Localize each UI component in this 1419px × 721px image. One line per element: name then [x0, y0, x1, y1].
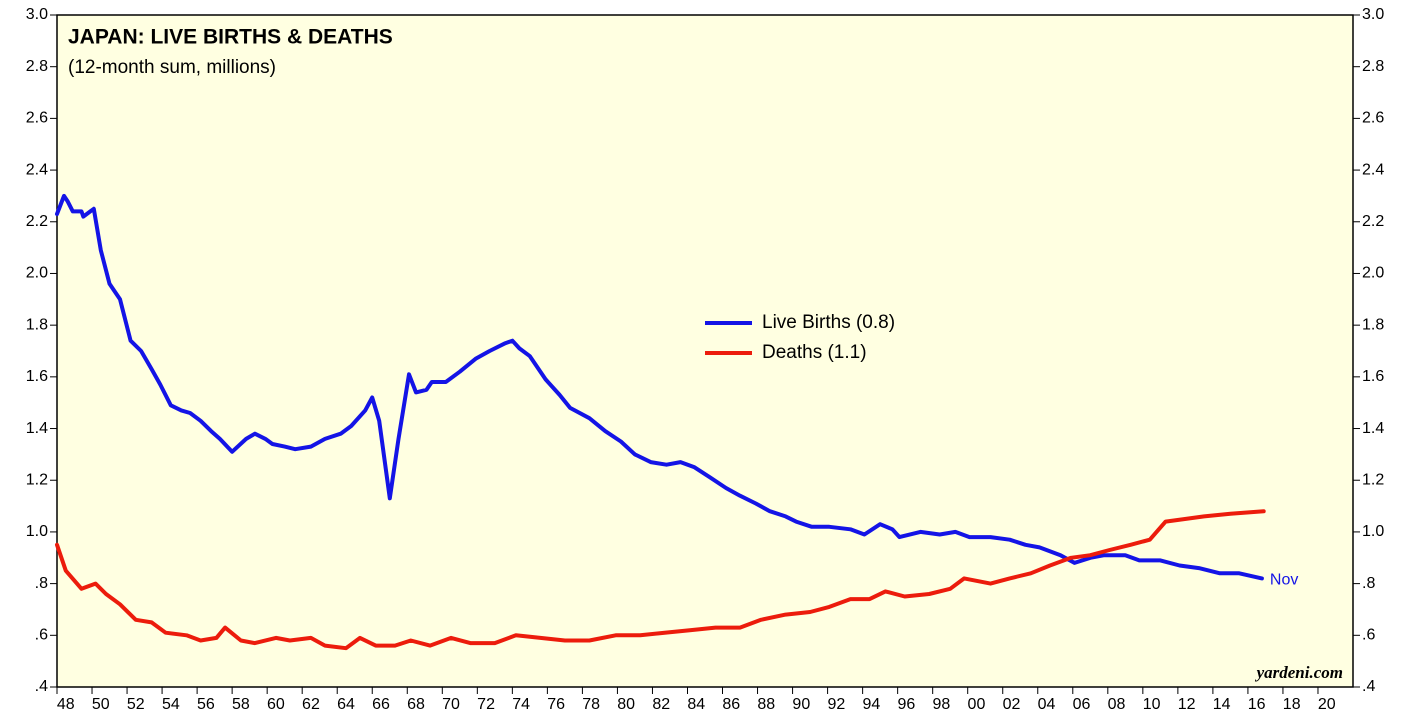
y2-tick-label: 2.6 [1362, 110, 1384, 127]
x-tick-label: 56 [197, 696, 215, 713]
x-tick-label: 84 [687, 696, 705, 713]
x-tick-label: 74 [512, 696, 530, 713]
x-tick-label: 86 [722, 696, 740, 713]
y-tick-label: 1.6 [26, 368, 48, 385]
x-tick-label: 20 [1318, 696, 1336, 713]
y2-tick-label: 1.2 [1362, 471, 1384, 488]
x-tick-label: 48 [57, 696, 75, 713]
x-tick-label: 54 [162, 696, 180, 713]
x-tick-label: 94 [862, 696, 880, 713]
y-tick-label: .6 [35, 627, 48, 644]
chart-subtitle: (12-month sum, millions) [68, 57, 276, 78]
chart-title: JAPAN: LIVE BIRTHS & DEATHS [68, 26, 393, 49]
y-tick-label: 2.8 [26, 58, 48, 75]
x-tick-label: 08 [1108, 696, 1126, 713]
y-tick-label: 2.4 [26, 161, 48, 178]
x-tick-label: 06 [1073, 696, 1091, 713]
y-tick-label: 1.8 [26, 316, 48, 333]
x-tick-label: 68 [407, 696, 425, 713]
y2-tick-label: 1.4 [1362, 420, 1384, 437]
x-tick-label: 18 [1283, 696, 1301, 713]
x-tick-label: 80 [617, 696, 635, 713]
x-tick-label: 82 [652, 696, 670, 713]
x-tick-label: 12 [1178, 696, 1196, 713]
y2-tick-label: 2.4 [1362, 161, 1384, 178]
series-line [55, 509, 1266, 651]
y-tick-label: .4 [35, 678, 48, 695]
x-tick-label: 50 [92, 696, 110, 713]
y2-tick-label: 2.8 [1362, 58, 1384, 75]
x-tick-label: 66 [372, 696, 390, 713]
x-tick-label: 02 [1003, 696, 1021, 713]
y-tick-label: 2.2 [26, 213, 48, 230]
source-credit: yardeni.com [1255, 663, 1343, 682]
x-tick-label: 72 [477, 696, 495, 713]
y2-tick-label: 2.2 [1362, 213, 1384, 230]
y-tick-label: 1.4 [26, 420, 48, 437]
x-tick-label: 58 [232, 696, 250, 713]
y2-tick-label: .8 [1362, 575, 1375, 592]
legend-label: Deaths (1.1) [762, 342, 867, 363]
y2-tick-label: 1.0 [1362, 523, 1384, 540]
y2-tick-label: .6 [1362, 627, 1375, 644]
y-tick-label: 2.0 [26, 265, 48, 282]
y2-tick-label: 1.6 [1362, 368, 1384, 385]
x-tick-label: 88 [757, 696, 775, 713]
end-annotation: Nov [1270, 572, 1298, 589]
legend-label: Live Births (0.8) [762, 312, 895, 333]
x-tick-label: 16 [1248, 696, 1266, 713]
x-tick-label: 14 [1213, 696, 1231, 713]
x-tick-label: 04 [1038, 696, 1056, 713]
x-tick-label: 52 [127, 696, 145, 713]
x-tick-label: 92 [827, 696, 845, 713]
x-tick-label: 60 [267, 696, 285, 713]
y-tick-label: 1.0 [26, 523, 48, 540]
x-tick-label: 10 [1143, 696, 1161, 713]
y2-tick-label: .4 [1362, 678, 1375, 695]
y-tick-label: 3.0 [26, 6, 48, 23]
y2-tick-label: 3.0 [1362, 6, 1384, 23]
x-tick-label: 62 [302, 696, 320, 713]
y2-tick-label: 1.8 [1362, 316, 1384, 333]
y-tick-label: 2.6 [26, 110, 48, 127]
x-tick-label: 64 [337, 696, 355, 713]
series-line [55, 193, 1264, 581]
x-tick-label: 90 [792, 696, 810, 713]
x-tick-label: 00 [968, 696, 986, 713]
y2-tick-label: 2.0 [1362, 265, 1384, 282]
y-tick-label: 1.2 [26, 471, 48, 488]
x-tick-label: 96 [898, 696, 916, 713]
y-tick-label: .8 [35, 575, 48, 592]
x-tick-label: 76 [547, 696, 565, 713]
x-tick-label: 70 [442, 696, 460, 713]
x-tick-label: 98 [933, 696, 951, 713]
x-tick-label: 78 [582, 696, 600, 713]
